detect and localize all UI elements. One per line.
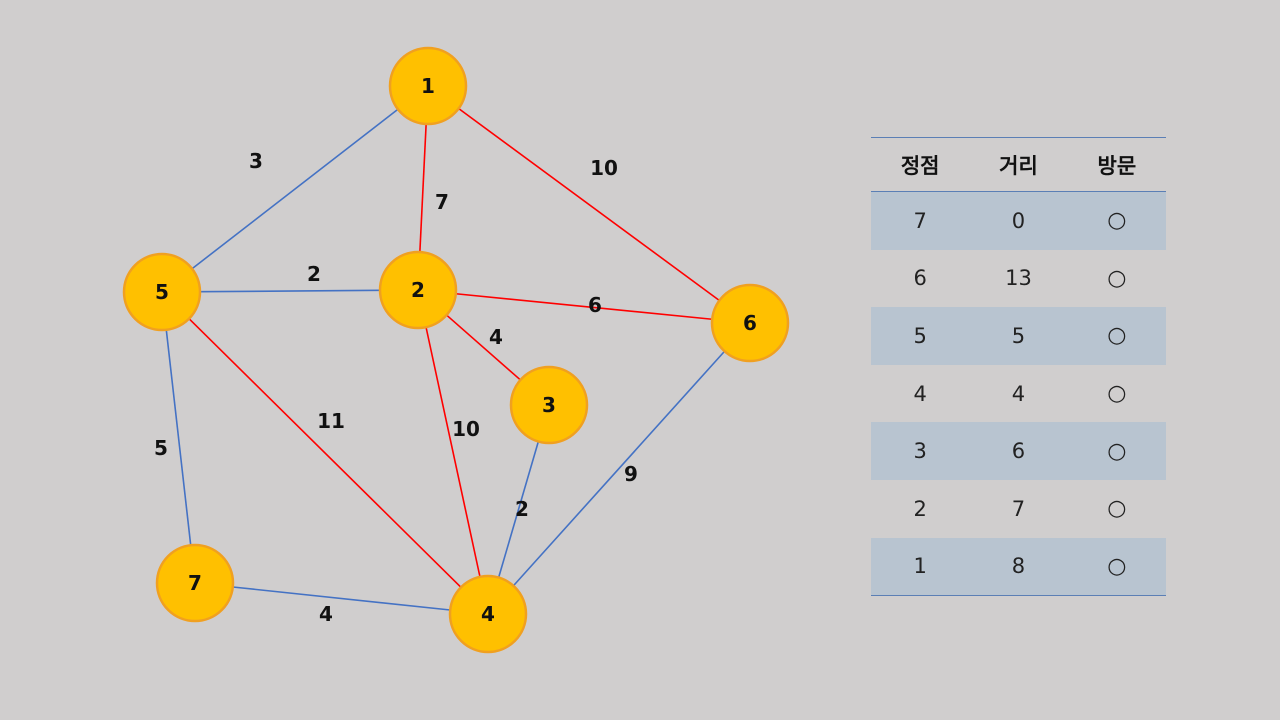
- node-circle: [155, 543, 235, 623]
- distance-cell: 7: [1011, 496, 1026, 521]
- node-1: 1: [388, 46, 468, 126]
- edge-7-4: [232, 586, 451, 611]
- nodes-layer: 1 2 3 4 5 6 7: [122, 46, 790, 654]
- edge-labels-layer: 3 7 10 2 6 4 11 10 5 2 9 4: [154, 149, 638, 626]
- edge-weight-label: 4: [489, 325, 503, 349]
- edge-weight-label: 10: [452, 417, 480, 441]
- node-circle: [378, 250, 458, 330]
- node-2: 2: [378, 250, 458, 330]
- node-circle: [710, 283, 790, 363]
- edge-5-2: [199, 289, 381, 293]
- header-distance: 거리: [969, 137, 1068, 192]
- table-row: 4 4 ○: [871, 365, 1166, 423]
- edge-weight-label: 6: [588, 293, 602, 317]
- table-row: 7 0 ○: [871, 191, 1166, 250]
- table-row: 5 5 ○: [871, 307, 1166, 365]
- visited-cell: ○: [1067, 307, 1166, 365]
- edge-weight-label: 7: [435, 190, 449, 214]
- distance-cell: 0: [969, 191, 1068, 250]
- vertex-cell: 6: [913, 266, 927, 291]
- distance-cell: 4: [1011, 381, 1026, 406]
- node-label: 2: [411, 278, 425, 302]
- table-row: 6 13 ○: [871, 250, 1166, 308]
- table-row: 3 6 ○: [871, 422, 1166, 480]
- visited-cell: ○: [1067, 537, 1166, 596]
- distance-cell: 5: [969, 307, 1068, 365]
- edge-weight-label: 9: [624, 462, 638, 486]
- node-label: 1: [421, 74, 435, 98]
- node-3: 3: [509, 365, 589, 445]
- distance-cell: 13: [1005, 266, 1032, 291]
- distance-table: 정점 거리 방문 7 0 ○ 6 13 ○ 5 5 ○ 4 4 ○ 3 6 ○: [871, 137, 1166, 597]
- edges-layer: [165, 107, 726, 611]
- node-6: 6: [710, 283, 790, 363]
- edge-1-6: [458, 107, 720, 302]
- node-circle: [509, 365, 589, 445]
- edge-2-6: [455, 292, 713, 321]
- vertex-cell: 7: [871, 191, 970, 250]
- edge-weight-label: 3: [249, 149, 263, 173]
- vertex-cell: 3: [871, 422, 970, 480]
- distance-cell: 8: [969, 537, 1068, 596]
- vertex-cell: 5: [871, 307, 970, 365]
- visited-cell: ○: [1067, 422, 1166, 480]
- edge-6-4: [512, 350, 726, 587]
- edge-weight-label: 4: [319, 602, 333, 626]
- visited-cell: ○: [1107, 265, 1127, 291]
- header-visited: 방문: [1067, 137, 1166, 192]
- edge-2-4: [425, 326, 481, 578]
- node-circle: [448, 574, 528, 654]
- edge-3-4: [497, 441, 540, 578]
- node-circle: [122, 252, 202, 332]
- edge-weight-label: 10: [590, 156, 618, 180]
- node-label: 7: [188, 571, 202, 595]
- graph-diagram: 3 7 10 2 6 4 11 10 5 2 9 4 1 2 3 4 5 6 7: [122, 46, 790, 654]
- node-label: 3: [542, 393, 556, 417]
- table-row: 1 8 ○: [871, 537, 1166, 596]
- edge-1-2: [419, 123, 427, 253]
- edge-5-4: [188, 318, 462, 588]
- header-vertex: 정점: [871, 137, 970, 192]
- distance-cell: 6: [969, 422, 1068, 480]
- edge-1-5: [191, 108, 399, 270]
- vertex-cell: 1: [871, 537, 970, 596]
- table-header-row: 정점 거리 방문: [871, 137, 1166, 192]
- visited-cell: ○: [1107, 496, 1127, 522]
- edge-weight-label: 5: [154, 436, 168, 460]
- edge-5-7: [165, 329, 192, 546]
- node-label: 6: [743, 311, 757, 335]
- edge-weight-label: 2: [515, 497, 529, 521]
- node-label: 4: [481, 602, 495, 626]
- edge-weight-label: 11: [317, 409, 345, 433]
- vertex-cell: 2: [913, 496, 927, 521]
- node-label: 5: [155, 280, 169, 304]
- visited-cell: ○: [1107, 381, 1127, 407]
- node-5: 5: [122, 252, 202, 332]
- node-7: 7: [155, 543, 235, 623]
- vertex-cell: 4: [913, 381, 927, 406]
- table-row: 2 7 ○: [871, 480, 1166, 538]
- visited-cell: ○: [1067, 191, 1166, 250]
- edge-weight-label: 2: [307, 262, 321, 286]
- node-circle: [388, 46, 468, 126]
- edge-2-3: [446, 314, 521, 381]
- node-4: 4: [448, 574, 528, 654]
